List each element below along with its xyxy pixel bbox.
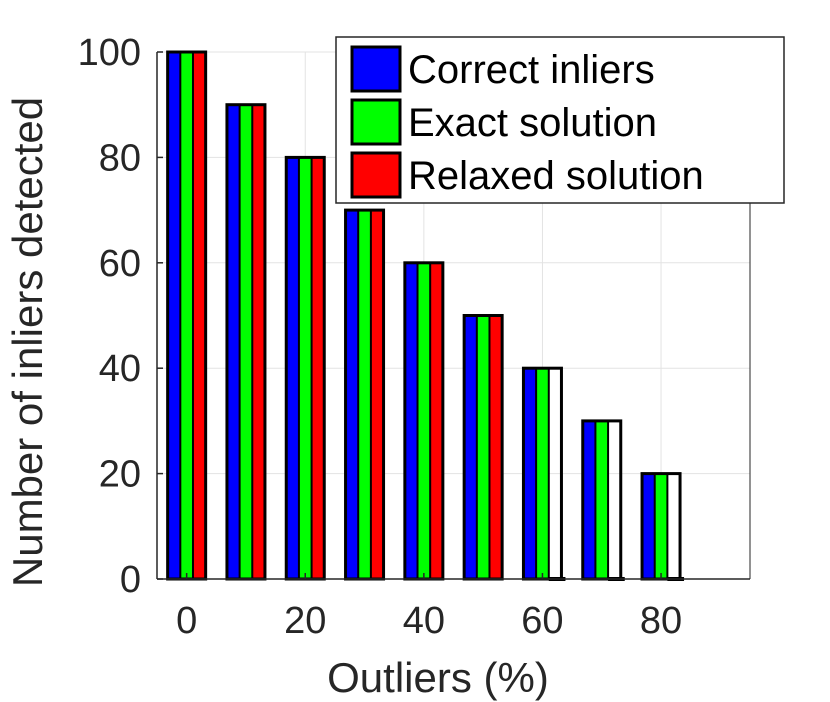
y-tick-label: 20	[99, 454, 141, 496]
bar	[595, 420, 609, 579]
y-tick-label: 40	[99, 348, 141, 390]
bar	[311, 157, 325, 579]
bar	[417, 262, 431, 579]
legend-swatch	[350, 151, 402, 199]
bar	[464, 315, 477, 579]
bar	[298, 157, 312, 579]
legend-box	[335, 36, 785, 204]
x-tick-label: 80	[640, 600, 682, 642]
bar	[192, 52, 206, 579]
legend-swatch	[350, 98, 402, 146]
bar	[286, 157, 299, 579]
legend: Correct inliers Exact solution Relaxed sol…	[335, 36, 785, 204]
bar	[654, 473, 668, 579]
x-tick-label: 0	[176, 600, 197, 642]
legend-swatch	[350, 45, 402, 93]
y-tick-label: 100	[78, 32, 141, 74]
y-tick-label: 60	[99, 243, 141, 285]
bar	[642, 473, 655, 579]
bar	[523, 368, 537, 579]
bar	[167, 52, 181, 579]
legend-label: Correct inliers	[408, 48, 655, 92]
bar	[252, 104, 265, 579]
bar	[582, 420, 596, 579]
y-axis-title: Number of inliers detected	[4, 97, 51, 587]
bar	[239, 104, 253, 579]
legend-label: Exact solution	[408, 101, 657, 145]
bar	[489, 315, 503, 579]
bars	[166, 50, 685, 581]
x-tick-label: 60	[521, 600, 563, 642]
bar	[404, 262, 418, 579]
tick-labels: 0 20 40 60 80 100 0 20 40 60 80	[78, 32, 683, 642]
bar	[226, 104, 240, 579]
y-tick-label: 80	[99, 137, 141, 179]
x-tick-label: 20	[284, 600, 326, 642]
legend-label: Relaxed solution	[408, 154, 704, 198]
bar	[358, 210, 371, 579]
bar	[345, 210, 359, 579]
bar	[536, 368, 549, 579]
bar	[370, 210, 384, 579]
y-tick-label: 0	[120, 559, 141, 601]
bar	[430, 262, 443, 579]
bar	[180, 52, 193, 579]
x-tick-label: 40	[403, 600, 445, 642]
x-axis-title: Outliers (%)	[327, 654, 549, 701]
bar	[476, 315, 490, 579]
